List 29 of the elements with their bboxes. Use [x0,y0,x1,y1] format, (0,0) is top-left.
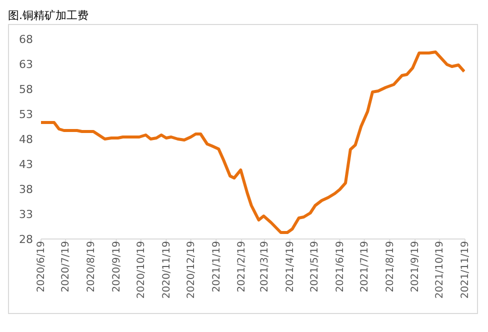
x-tick-label: 2021/1/19 [211,241,222,292]
x-tick-label: 2020/12/19 [186,241,197,299]
x-tick-label: 2021/10/19 [434,241,446,299]
y-tick-label: 53 [19,108,33,121]
x-tick-label: 2020/11/19 [161,241,172,299]
y-tick-label: 63 [19,58,33,71]
x-tick-label: 2021/4/19 [284,241,296,292]
x-tick-label: 2020/10/19 [136,241,147,299]
y-tick-label: 48 [19,132,33,146]
line-series [41,50,465,234]
y-tick-label: 33 [19,208,33,221]
x-tick-label: 2020/9/19 [111,241,122,292]
y-tick-label: 68 [19,32,33,46]
x-tick-label: 2021/2/19 [236,241,248,292]
x-tick-label: 2021/11/19 [460,241,472,299]
chart-title: 图.铜精矿加工费 [8,8,90,24]
x-tick-label: 2021/6/19 [334,241,346,292]
x-tick-label: 2021/8/19 [384,241,396,292]
x-tick-label: 2020/7/19 [60,241,72,292]
x-tick-label: 2020/8/19 [86,241,98,292]
x-tick-label: 2021/9/19 [410,241,422,292]
y-tick-label: 58 [19,82,33,96]
y-tick-label: 43 [19,158,33,171]
x-tick-label: 2021/7/19 [359,241,370,292]
y-tick-label: 38 [19,182,33,196]
x-tick-label: 2020/6/19 [36,241,48,292]
y-tick-label: 28 [19,232,33,246]
x-tick-label: 2021/3/19 [260,241,271,292]
x-tick-label: 2021/5/19 [309,241,320,292]
